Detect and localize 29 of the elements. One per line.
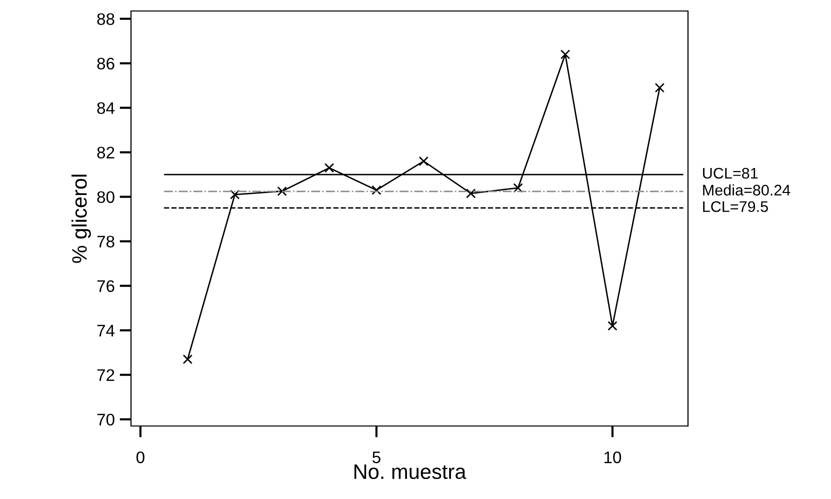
ref-line-label: LCL=79.5 [703,201,768,212]
point [513,183,523,193]
y-tick-label: 72 [97,369,114,381]
point [466,188,476,198]
point [372,185,382,195]
point [560,50,570,60]
x-tick-label: 10 [604,451,622,464]
y-tick-label: 78 [97,236,114,248]
y-tick-label: 76 [97,280,114,292]
y-tick-label: 80 [97,191,114,204]
x-tick-label: 0 [136,451,144,464]
ref-line-label: UCL=81 [703,168,758,179]
point [230,190,240,200]
y-tick-label: 88 [97,13,114,25]
point [418,156,429,166]
x-tick-label: 5 [372,452,380,464]
y-tick-label: 74 [97,324,115,336]
y-tick-label: 70 [97,414,114,426]
y-axis-title: % glicerol [72,174,91,263]
point [324,163,334,173]
y-tick-label: 84 [97,102,115,114]
y-tick-label: 82 [97,146,114,159]
point [654,82,665,93]
ref-line-label: Media=80.24 [703,184,790,196]
point [608,321,618,331]
point [277,186,287,196]
point [182,354,193,364]
y-tick-label: 86 [97,58,114,70]
x-axis-title: No. muestra [354,464,466,480]
